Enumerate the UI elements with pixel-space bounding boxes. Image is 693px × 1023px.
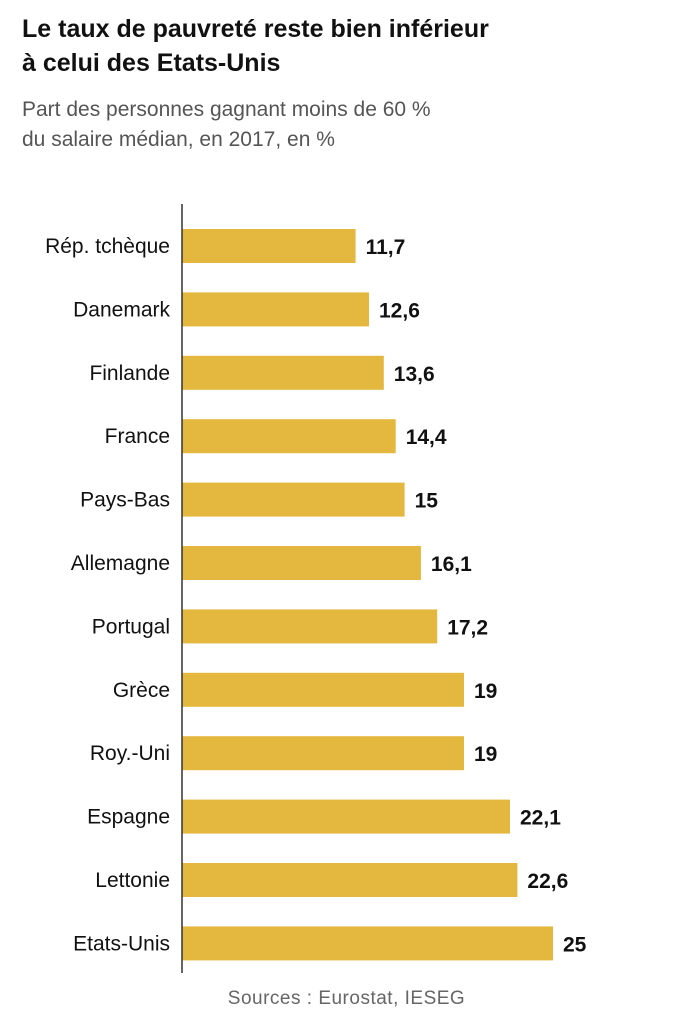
value-label: 19: [474, 743, 497, 766]
value-label: 11,7: [366, 236, 406, 259]
category-label: Pays-Bas: [80, 489, 170, 512]
bar-7: [182, 672, 464, 707]
source-note: Sources : Eurostat, IESEG: [227, 988, 466, 1009]
category-label: Lettonie: [95, 869, 170, 892]
category-label: Allemagne: [71, 552, 170, 575]
bar-9: [182, 799, 510, 834]
value-label: 22,6: [527, 870, 568, 893]
value-label: 17,2: [447, 616, 488, 639]
category-label: Portugal: [92, 615, 170, 638]
bars-group: Rép. tchèque 11,7 Danemark 12,6 Finlande 13,6…: [45, 229, 587, 961]
value-label: 15: [415, 490, 439, 513]
value-label: 12,6: [379, 299, 420, 322]
chart-subtitle-line-1: Part des personnes gagnant moins de 60 %: [22, 98, 431, 121]
bar-4: [182, 482, 405, 517]
value-label: 25: [563, 933, 587, 956]
bar-2: [182, 355, 384, 390]
category-label: Danemark: [73, 298, 170, 321]
value-label: 19: [474, 680, 497, 703]
category-label: Etats-Unis: [73, 932, 170, 955]
bar-3: [182, 419, 396, 454]
chart-title: Le taux de pauvreté reste bien inférieur…: [22, 12, 662, 80]
chart-title-line-1: Le taux de pauvreté reste bien inférieur: [22, 15, 489, 43]
bar-10: [182, 863, 518, 897]
bar-11: [182, 926, 553, 961]
category-label: Finlande: [89, 362, 170, 385]
chart-subtitle: Part des personnes gagnant moins de 60 %…: [22, 95, 662, 155]
bar-8: [182, 736, 464, 771]
value-label: 22,1: [520, 807, 561, 830]
category-label: Grèce: [113, 679, 170, 702]
chart-title-line-2: à celui des Etats-Unis: [22, 49, 281, 77]
category-label: Roy.-Uni: [90, 742, 170, 765]
value-label: 16,1: [431, 553, 472, 576]
value-label: 13,6: [394, 363, 435, 386]
category-label: France: [105, 425, 170, 448]
category-label: Rép. tchèque: [45, 235, 170, 258]
bar-1: [182, 292, 369, 327]
bar-0: [182, 229, 356, 263]
value-label: 14,4: [406, 426, 447, 449]
category-label: Espagne: [87, 806, 170, 829]
bar-5: [182, 546, 421, 580]
bar-6: [182, 609, 438, 644]
chart-subtitle-line-2: du salaire médian, en 2017, en %: [22, 128, 335, 151]
